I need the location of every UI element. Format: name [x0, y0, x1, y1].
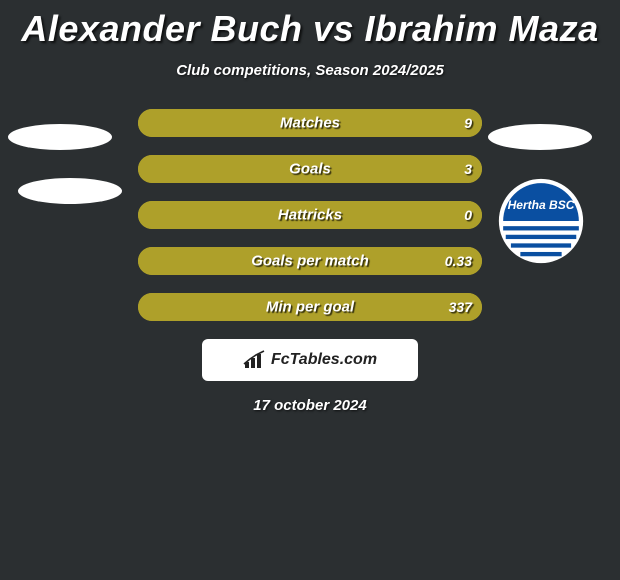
- stat-right-value: 337: [449, 299, 472, 315]
- subtitle: Club competitions, Season 2024/2025: [0, 62, 620, 79]
- stat-label: Matches: [138, 115, 482, 132]
- stat-row: Min per goal337: [138, 293, 482, 321]
- stat-row: Goals3: [138, 155, 482, 183]
- left-player-slot-2: [18, 178, 122, 204]
- brand-text: FcTables.com: [271, 351, 377, 369]
- stat-label: Hattricks: [138, 207, 482, 224]
- stats-bars: Matches9Goals3Hattricks0Goals per match0…: [138, 109, 482, 321]
- date-text: 17 october 2024: [0, 397, 620, 414]
- stat-right-value: 3: [464, 161, 472, 177]
- svg-text:Hertha BSC: Hertha BSC: [508, 198, 575, 212]
- stat-row: Goals per match0.33: [138, 247, 482, 275]
- stat-label: Min per goal: [138, 299, 482, 316]
- stat-row: Matches9: [138, 109, 482, 137]
- stat-row: Hattricks0: [138, 201, 482, 229]
- stat-right-value: 9: [464, 115, 472, 131]
- left-player-slot-1: [8, 124, 112, 150]
- right-player-slot: [488, 124, 592, 150]
- stat-label: Goals: [138, 161, 482, 178]
- bar-chart-icon: [243, 350, 267, 370]
- stat-label: Goals per match: [138, 253, 482, 270]
- stat-right-value: 0.33: [445, 253, 472, 269]
- stat-right-value: 0: [464, 207, 472, 223]
- page-title: Alexander Buch vs Ibrahim Maza: [0, 0, 620, 50]
- club-badge-hertha: Hertha BSC: [498, 178, 584, 269]
- brand-box: FcTables.com: [202, 339, 418, 381]
